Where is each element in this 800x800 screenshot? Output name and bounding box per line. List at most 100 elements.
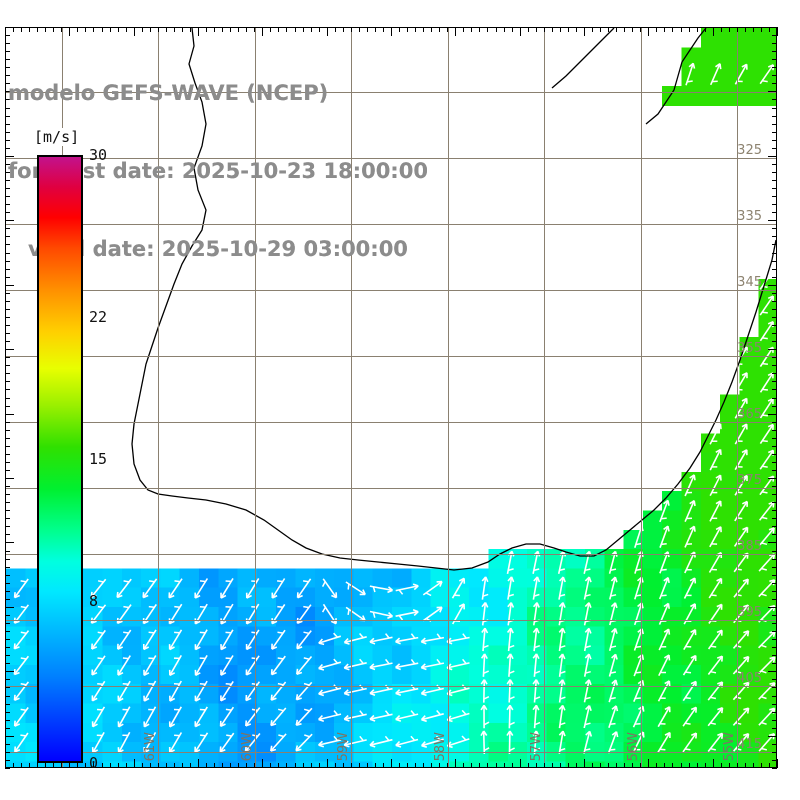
tick-mark	[772, 422, 777, 423]
tick-mark	[303, 27, 304, 32]
tick-mark	[93, 763, 94, 768]
tick-mark	[431, 763, 432, 768]
tick-mark	[753, 763, 754, 768]
tick-mark	[772, 583, 777, 584]
tick-mark	[772, 551, 777, 552]
tick-mark	[772, 309, 777, 310]
colorbar-tick: 22	[89, 308, 108, 327]
tick-mark	[5, 253, 10, 254]
tick-mark	[5, 277, 10, 278]
tick-mark	[772, 236, 777, 237]
tick-mark	[768, 414, 777, 415]
tick-mark	[93, 27, 94, 32]
tick-mark	[278, 27, 279, 32]
tick-mark	[5, 639, 10, 640]
tick-mark	[772, 494, 777, 495]
tick-mark	[37, 27, 38, 32]
tick-mark	[391, 27, 392, 36]
tick-mark	[772, 679, 777, 680]
tick-mark	[5, 301, 10, 302]
tick-mark	[576, 763, 577, 768]
tick-mark	[5, 478, 14, 479]
tick-mark	[270, 763, 271, 768]
tick-mark	[772, 406, 777, 407]
tick-mark	[772, 454, 777, 455]
tick-mark	[772, 502, 777, 503]
tick-mark	[5, 406, 10, 407]
tick-mark	[431, 27, 432, 32]
tick-mark	[772, 559, 777, 560]
tick-mark	[772, 510, 777, 511]
tick-mark	[772, 591, 777, 592]
longitude-label: 57W	[529, 731, 544, 761]
gridline-horizontal	[6, 356, 776, 357]
longitude-label: 59W	[336, 731, 351, 761]
tick-mark	[5, 156, 14, 157]
tick-mark	[5, 607, 14, 608]
tick-mark	[53, 27, 54, 32]
latitude-label: 345	[737, 275, 762, 290]
tick-mark	[772, 140, 777, 141]
colorbar-tick: 30	[89, 146, 108, 164]
map-frame: 325 335 345 355 365 375 385 395 405 415 61W 60W 59W…	[5, 27, 777, 768]
colorbar-tick: 0	[89, 754, 99, 772]
tick-mark	[61, 763, 62, 768]
tick-mark	[705, 27, 706, 32]
tick-mark	[536, 763, 537, 768]
tick-mark	[238, 27, 239, 32]
tick-mark	[769, 27, 770, 32]
tick-mark	[439, 763, 440, 768]
tick-mark	[53, 763, 54, 768]
tick-mark	[214, 27, 215, 32]
tick-mark	[45, 27, 46, 32]
tick-mark	[5, 518, 10, 519]
colorbar-unit-label: [m/s]	[32, 128, 82, 146]
tick-mark	[399, 763, 400, 768]
tick-mark	[182, 27, 183, 32]
tick-mark	[5, 244, 10, 245]
tick-mark	[278, 763, 279, 768]
tick-mark	[768, 27, 777, 28]
tick-mark	[768, 607, 777, 608]
gridline-horizontal	[6, 488, 776, 489]
tick-mark	[772, 228, 777, 229]
tick-mark	[190, 763, 191, 768]
tick-mark	[777, 759, 778, 768]
tick-mark	[777, 27, 778, 36]
tick-mark	[681, 27, 682, 32]
tick-mark	[238, 763, 239, 768]
tick-mark	[697, 763, 698, 768]
tick-mark	[198, 759, 199, 768]
gridline-horizontal	[6, 158, 776, 159]
gridline-horizontal	[6, 422, 776, 423]
tick-mark	[5, 712, 10, 713]
tick-mark	[5, 180, 10, 181]
tick-mark	[664, 27, 665, 32]
tick-mark	[761, 27, 762, 32]
tick-mark	[158, 763, 159, 768]
tick-mark	[311, 27, 312, 32]
tick-mark	[5, 317, 10, 318]
tick-mark	[772, 728, 777, 729]
tick-mark	[5, 583, 10, 584]
tick-mark	[5, 124, 10, 125]
tick-mark	[254, 763, 255, 768]
tick-mark	[608, 763, 609, 768]
tick-mark	[5, 228, 10, 229]
tick-mark	[383, 27, 384, 32]
tick-mark	[5, 631, 10, 632]
tick-mark	[391, 759, 392, 768]
tick-mark	[769, 763, 770, 768]
tick-mark	[37, 763, 38, 768]
tick-mark	[520, 759, 521, 768]
tick-mark	[150, 27, 151, 32]
tick-mark	[69, 27, 70, 36]
tick-mark	[772, 696, 777, 697]
tick-mark	[327, 759, 328, 768]
tick-mark	[544, 763, 545, 768]
tick-mark	[772, 381, 777, 382]
tick-mark	[182, 763, 183, 768]
tick-mark	[246, 763, 247, 768]
gridline-horizontal	[6, 290, 776, 291]
tick-mark	[5, 261, 10, 262]
